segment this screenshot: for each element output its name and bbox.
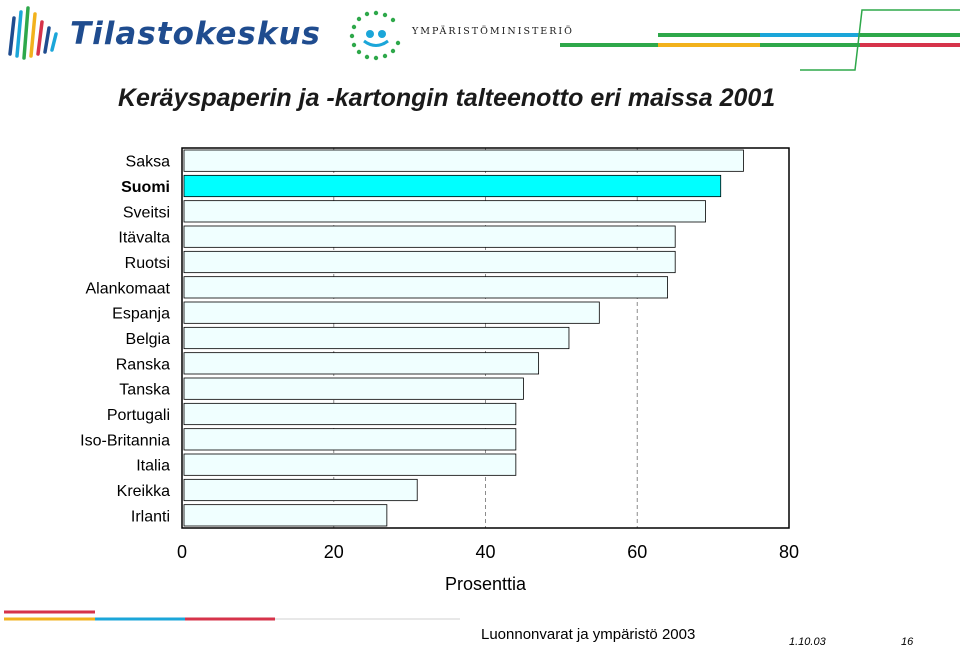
bar-ranska bbox=[183, 352, 540, 375]
bar-portugali bbox=[183, 402, 517, 426]
x-tick-label: 80 bbox=[779, 542, 799, 562]
bar-italia bbox=[183, 453, 517, 476]
bar-belgia bbox=[183, 326, 570, 350]
bar-irlanti bbox=[183, 504, 388, 527]
bar-tanska bbox=[183, 377, 524, 400]
category-label: Iso-Britannia bbox=[80, 432, 170, 449]
category-label: Suomi bbox=[121, 179, 170, 196]
bar-itävalta bbox=[183, 225, 676, 248]
bar-kreikka bbox=[183, 478, 418, 502]
category-label: Kreikka bbox=[117, 483, 170, 500]
bar-alankomaat bbox=[183, 276, 669, 299]
x-tick-label: 40 bbox=[475, 542, 495, 562]
category-label: Saksa bbox=[126, 154, 171, 171]
bar-espanja bbox=[183, 301, 600, 324]
plot-frame bbox=[181, 147, 790, 529]
bar-chart: Saksa Suomi Sveitsi Itävalta Ruotsi Alankomaa… bbox=[80, 147, 799, 594]
x-tick-label: 0 bbox=[177, 542, 187, 562]
bar-suomi bbox=[183, 174, 722, 198]
ministry-logo-icon bbox=[349, 10, 401, 61]
chart-title: Keräyspaperin ja -kartongin talteenotto … bbox=[118, 84, 776, 112]
category-label: Ruotsi bbox=[125, 255, 170, 272]
category-label: Belgia bbox=[126, 331, 171, 348]
page-number: 16 bbox=[901, 636, 914, 648]
header-decoration bbox=[560, 9, 960, 71]
category-label: Italia bbox=[136, 458, 170, 475]
category-label: Alankomaat bbox=[86, 280, 171, 297]
category-label: Sveitsi bbox=[123, 204, 170, 221]
footer-source: Luonnonvarat ja ympäristö 2003 bbox=[481, 626, 696, 643]
category-label: Tanska bbox=[119, 382, 170, 399]
x-axis-label: Prosenttia bbox=[445, 574, 527, 594]
bar-iso-britannia bbox=[183, 428, 517, 451]
bar-saksa bbox=[183, 149, 744, 172]
category-label: Itävalta bbox=[118, 230, 170, 247]
x-tick-label: 60 bbox=[627, 542, 647, 562]
tilastokeskus-logo-text: Tilastokeskus bbox=[70, 16, 322, 52]
footer-date: 1.10.03 bbox=[789, 636, 826, 648]
footer-decoration bbox=[4, 610, 460, 621]
tilastokeskus-logo-icon bbox=[8, 6, 58, 60]
category-label: Portugali bbox=[107, 407, 170, 424]
bar-ruotsi bbox=[183, 250, 676, 274]
category-label: Ranska bbox=[116, 356, 170, 373]
tilastokeskus-logo: Tilastokeskus bbox=[6, 4, 320, 62]
x-tick-label: 20 bbox=[324, 542, 344, 562]
ministry-logo: YMPÄRISTÖMINISTERIÖ bbox=[344, 10, 572, 62]
ministry-logo-text: YMPÄRISTÖMINISTERIÖ bbox=[412, 26, 574, 37]
category-label: Irlanti bbox=[131, 508, 170, 525]
bar-sveitsi bbox=[183, 200, 706, 223]
category-label: Espanja bbox=[112, 306, 170, 323]
